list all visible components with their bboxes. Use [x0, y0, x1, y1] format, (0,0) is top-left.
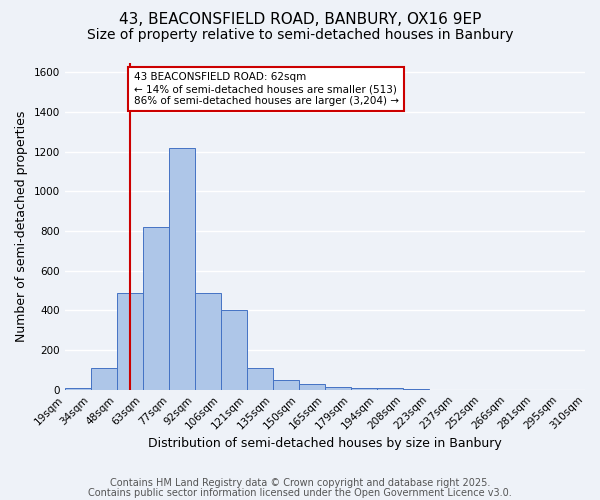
- Bar: [143, 227, 169, 390]
- Y-axis label: Number of semi-detached properties: Number of semi-detached properties: [15, 110, 28, 342]
- Bar: [325, 387, 351, 390]
- Bar: [117, 292, 143, 390]
- Bar: [273, 380, 299, 390]
- Bar: [195, 292, 221, 390]
- Text: Contains HM Land Registry data © Crown copyright and database right 2025.: Contains HM Land Registry data © Crown c…: [110, 478, 490, 488]
- Text: 43, BEACONSFIELD ROAD, BANBURY, OX16 9EP: 43, BEACONSFIELD ROAD, BANBURY, OX16 9EP: [119, 12, 481, 28]
- Text: Size of property relative to semi-detached houses in Banbury: Size of property relative to semi-detach…: [87, 28, 513, 42]
- Bar: [403, 388, 429, 390]
- Text: Contains public sector information licensed under the Open Government Licence v3: Contains public sector information licen…: [88, 488, 512, 498]
- Bar: [351, 388, 377, 390]
- Bar: [247, 368, 273, 390]
- Bar: [221, 310, 247, 390]
- Bar: [299, 384, 325, 390]
- Bar: [377, 388, 403, 390]
- Bar: [169, 148, 195, 390]
- Bar: [65, 388, 91, 390]
- Bar: [91, 368, 117, 390]
- X-axis label: Distribution of semi-detached houses by size in Banbury: Distribution of semi-detached houses by …: [148, 437, 502, 450]
- Text: 43 BEACONSFIELD ROAD: 62sqm
← 14% of semi-detached houses are smaller (513)
86% : 43 BEACONSFIELD ROAD: 62sqm ← 14% of sem…: [134, 72, 398, 106]
